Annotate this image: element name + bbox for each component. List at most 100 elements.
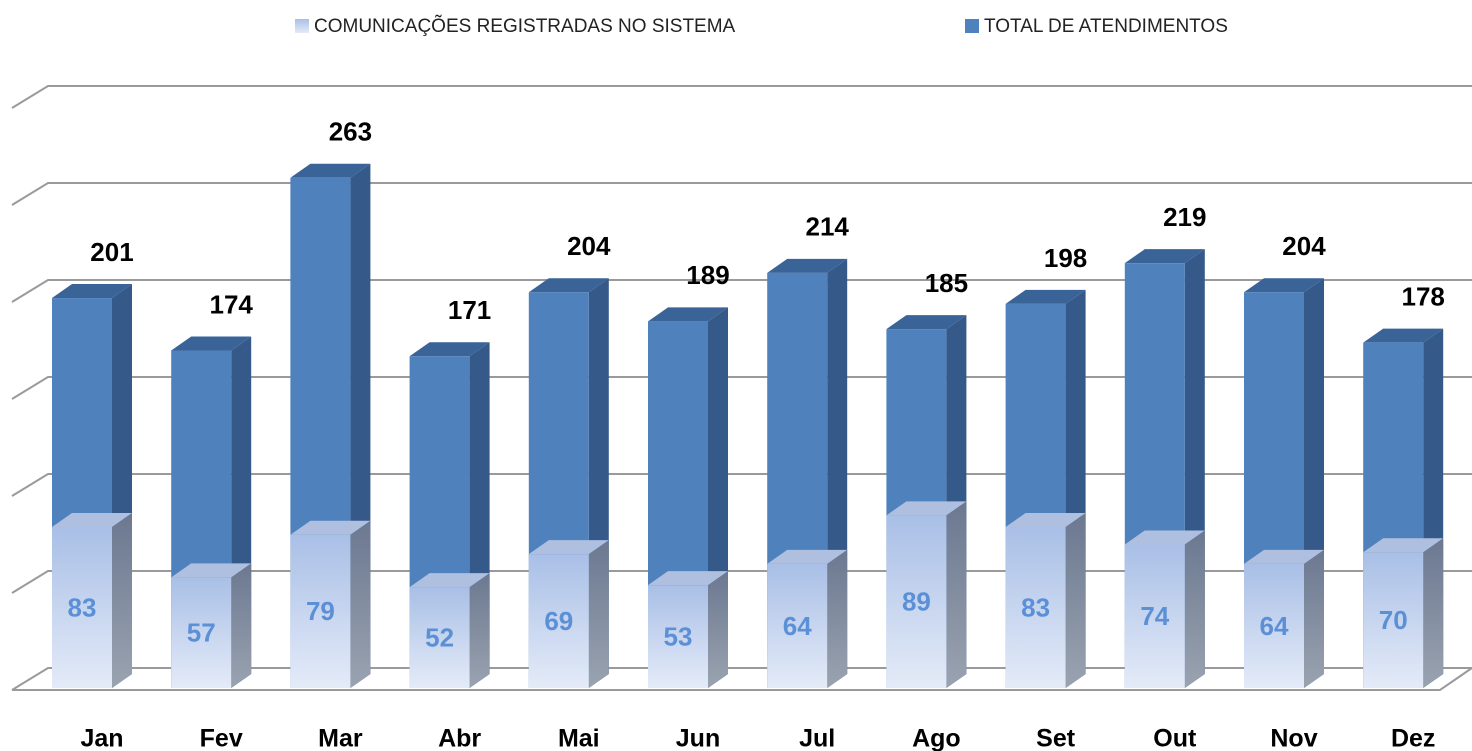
x-tick-label: Mar — [318, 725, 363, 751]
bar-side — [112, 512, 132, 688]
bar-top — [1005, 289, 1086, 304]
bar-top — [767, 258, 848, 273]
grid-line — [11, 473, 1472, 497]
value-label: 214 — [806, 212, 850, 242]
bar-top — [648, 571, 728, 586]
bar-front — [648, 585, 708, 688]
bar-top — [767, 549, 848, 564]
legend-swatch — [295, 19, 309, 33]
x-tick-label: Set — [1036, 725, 1076, 751]
bar-top — [1244, 549, 1324, 564]
bar-side — [708, 571, 728, 688]
bar-top — [52, 284, 132, 299]
bar — [290, 520, 371, 688]
bar-top — [1244, 278, 1324, 293]
bar-top — [52, 512, 132, 527]
bar-front — [171, 577, 232, 688]
bar-front — [1244, 563, 1304, 688]
bar-side — [1184, 530, 1205, 688]
bar-side — [946, 501, 967, 688]
value-label: 83 — [68, 592, 97, 622]
bar — [409, 573, 490, 688]
bar-front — [52, 526, 112, 688]
bar — [767, 549, 848, 688]
value-label: 89 — [902, 587, 931, 617]
bar — [648, 571, 728, 688]
grid-line — [11, 279, 1472, 303]
value-label: 219 — [1163, 202, 1206, 232]
value-label: 178 — [1402, 282, 1445, 312]
bar-top — [1363, 538, 1444, 553]
value-label: 204 — [567, 231, 611, 261]
bar-top — [1124, 249, 1205, 264]
bar-top — [1124, 530, 1205, 545]
value-label: 70 — [1379, 605, 1408, 635]
bar-front — [886, 515, 947, 688]
bar — [528, 540, 609, 688]
bar-top — [1005, 512, 1086, 527]
grid-line — [11, 667, 1472, 691]
bar-side — [827, 549, 848, 688]
x-tick-label: Dez — [1391, 725, 1435, 751]
bar-top — [1363, 328, 1444, 343]
value-label: 174 — [210, 289, 254, 319]
bar-top — [290, 520, 371, 535]
x-tick-label: Ago — [912, 725, 961, 751]
x-tick-label: Jul — [799, 725, 835, 751]
value-label: 64 — [783, 611, 812, 641]
bar-front — [528, 554, 589, 688]
bar-top — [171, 563, 252, 578]
bar-side — [1304, 549, 1324, 688]
bar-side — [231, 563, 252, 688]
bar-front — [767, 563, 828, 688]
value-label: 74 — [1140, 601, 1169, 631]
bar-front — [1124, 544, 1185, 688]
grid-line — [11, 85, 1472, 109]
x-tick-label: Out — [1153, 725, 1197, 751]
bar-front — [290, 534, 351, 688]
value-label: 189 — [686, 260, 729, 290]
legend-swatch — [965, 19, 979, 33]
bar-front — [409, 587, 470, 688]
value-label: 52 — [425, 622, 454, 652]
value-label: 171 — [448, 295, 491, 325]
bar-side — [1423, 538, 1444, 688]
floor-edge — [12, 667, 1472, 691]
x-tick-label: Fev — [200, 725, 243, 751]
value-label: 201 — [90, 237, 133, 267]
bar-top — [409, 342, 490, 357]
bar-side — [588, 540, 609, 688]
bar-top — [648, 307, 728, 322]
value-label: 185 — [925, 268, 968, 298]
value-label: 263 — [329, 117, 372, 147]
legend-label: TOTAL DE ATENDIMENTOS — [984, 16, 1228, 37]
legend-label: COMUNICAÇÕES REGISTRADAS NO SISTEMA — [314, 15, 736, 37]
bar-side — [469, 573, 490, 688]
bar-front — [1363, 552, 1424, 688]
bar — [52, 512, 132, 688]
value-label: 79 — [306, 596, 335, 626]
value-label: 83 — [1021, 592, 1050, 622]
bar-top — [290, 163, 371, 178]
bar — [171, 563, 252, 688]
value-label: 53 — [664, 621, 693, 651]
value-label: 57 — [187, 618, 216, 648]
bar-side — [350, 520, 371, 688]
legend: COMUNICAÇÕES REGISTRADAS NO SISTEMA TOTAL… — [295, 15, 1228, 37]
bar-front — [1005, 526, 1066, 688]
bar-top — [886, 315, 967, 330]
x-tick-label: Nov — [1270, 725, 1317, 751]
x-tick-label: Jan — [80, 725, 123, 751]
value-label: 69 — [544, 606, 573, 636]
bar-top — [171, 336, 252, 351]
bar-top — [409, 573, 490, 588]
bar — [1363, 538, 1444, 688]
bar — [1005, 512, 1086, 688]
grid-line — [11, 376, 1472, 400]
bar-top — [528, 540, 609, 555]
bar — [1124, 530, 1205, 688]
grid-line — [11, 182, 1472, 206]
x-tick-label: Abr — [438, 725, 481, 751]
bar-side — [1065, 512, 1086, 688]
